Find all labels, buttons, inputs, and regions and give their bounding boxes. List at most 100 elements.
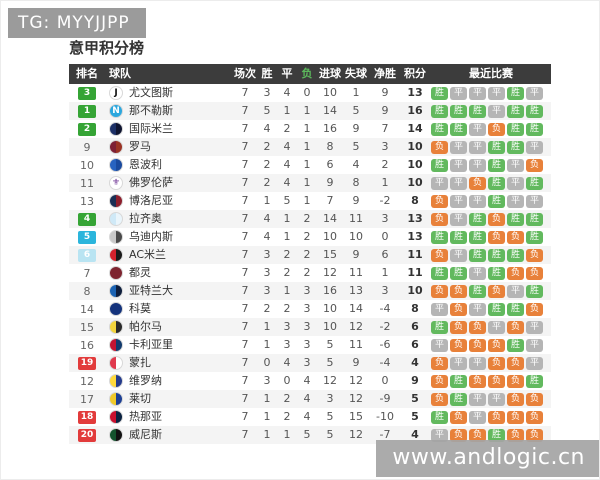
result-badge-draw: 平: [469, 86, 486, 100]
stat-goals-for: 16: [323, 284, 337, 297]
stat-goals-against: 12: [349, 374, 363, 387]
stat-goal-diff: -10: [376, 410, 394, 423]
recent-results: 胜负平负负负: [429, 410, 551, 424]
stat-played: 7: [241, 410, 249, 423]
result-badge-loss: 负: [469, 428, 486, 442]
stat-losses: 3: [303, 356, 311, 369]
stat-points: 4: [411, 356, 419, 369]
result-badge-draw: 平: [450, 212, 467, 226]
stat-draws: 3: [283, 338, 291, 351]
rank-badge: 17: [80, 392, 94, 406]
result-badge-win: 胜: [488, 428, 505, 442]
result-badge-loss: 负: [507, 374, 524, 388]
stat-draws: 2: [283, 122, 291, 135]
team-cell: AC米兰: [105, 246, 233, 264]
table-row: 15 帕尔马 7 1 3 3 10 12 -2 6 胜负负平负平: [69, 318, 551, 336]
result-badge-loss: 负: [507, 410, 524, 424]
stat-goals-against: 12: [349, 320, 363, 333]
table-row: 13 博洛尼亚 7 1 5 1 7 9 -2 8 负平平胜平平: [69, 192, 551, 210]
result-badge-win: 胜: [488, 266, 505, 280]
team-cell: 都灵: [105, 264, 233, 282]
stat-draws: 1: [283, 212, 291, 225]
stat-points: 13: [407, 212, 423, 225]
team-logo-icon: [109, 302, 123, 316]
result-badge-loss: 负: [450, 428, 467, 442]
team-logo-icon: [109, 374, 123, 388]
result-badge-loss: 负: [431, 248, 448, 262]
col-goals-against: 失球: [345, 67, 367, 80]
table-row: 6 AC米兰 7 3 2 2 15 9 6 11 负平胜胜胜负: [69, 246, 551, 264]
result-badge-loss: 负: [507, 320, 524, 334]
result-badge-loss: 负: [526, 392, 543, 406]
rank-badge: 6: [78, 248, 96, 262]
result-badge-draw: 平: [526, 320, 543, 334]
recent-results: 负平胜胜胜负: [429, 248, 551, 262]
result-badge-win: 胜: [469, 230, 486, 244]
col-loss: 负: [301, 67, 313, 80]
team-name: 尤文图斯: [129, 86, 173, 99]
result-badge-win: 胜: [431, 86, 448, 100]
stat-goals-for: 10: [323, 302, 337, 315]
stat-goals-for: 3: [326, 392, 334, 405]
stat-goals-against: 11: [349, 266, 363, 279]
result-badge-loss: 负: [488, 230, 505, 244]
rank-badge: 13: [80, 194, 94, 208]
recent-results: 负平胜负胜胜: [429, 212, 551, 226]
result-badge-win: 胜: [469, 104, 486, 118]
stat-losses: 0: [303, 86, 311, 99]
result-badge-draw: 平: [450, 356, 467, 370]
result-badge-loss: 负: [431, 212, 448, 226]
result-badge-draw: 平: [450, 158, 467, 172]
team-logo-icon: [109, 428, 123, 442]
result-badge-loss: 负: [526, 410, 543, 424]
stat-played: 7: [241, 356, 249, 369]
team-logo-icon: ⚜: [109, 176, 123, 190]
table-row: 5 乌迪内斯 7 4 1 2 10 10 0 13 胜胜胜负负胜: [69, 228, 551, 246]
rank-cell: 1: [69, 102, 105, 120]
stat-goals-for: 5: [326, 428, 334, 441]
stat-goal-diff: -7: [379, 428, 391, 441]
stat-goals-for: 5: [326, 410, 334, 423]
team-logo-icon: [109, 248, 123, 262]
stat-goal-diff: 9: [381, 104, 389, 117]
recent-results: 负胜负负负胜: [429, 374, 551, 388]
stat-draws: 2: [283, 248, 291, 261]
table-row: 11 ⚜ 佛罗伦萨 7 2 4 1 9 8 1 10 平平负胜平胜: [69, 174, 551, 192]
stat-wins: 1: [263, 410, 271, 423]
stat-draws: 4: [283, 86, 291, 99]
recent-results: 负胜平平负负: [429, 392, 551, 406]
stat-goal-diff: -6: [379, 338, 391, 351]
stat-played: 7: [241, 212, 249, 225]
team-cell: 帕尔马: [105, 318, 233, 336]
team-name: 罗马: [129, 140, 151, 153]
team-cell: ⚜ 佛罗伦萨: [105, 174, 233, 192]
result-badge-loss: 负: [488, 356, 505, 370]
stat-played: 7: [241, 176, 249, 189]
result-badge-loss: 负: [488, 374, 505, 388]
stat-goal-diff: -2: [379, 194, 391, 207]
result-badge-draw: 平: [469, 122, 486, 136]
stat-wins: 0: [263, 356, 271, 369]
table-row: 8 亚特兰大 7 3 1 3 16 13 3 10 负负胜负平胜: [69, 282, 551, 300]
team-name: 佛罗伦萨: [129, 176, 173, 189]
result-badge-loss: 负: [526, 302, 543, 316]
team-name: 亚特兰大: [129, 284, 173, 297]
table-row: 3 J 尤文图斯 7 3 4 0 10 1 9 13 胜平平平胜平: [69, 84, 551, 102]
stat-losses: 3: [303, 284, 311, 297]
stat-draws: 2: [283, 266, 291, 279]
team-cell: 莱切: [105, 390, 233, 408]
result-badge-draw: 平: [450, 248, 467, 262]
stat-draws: 4: [283, 158, 291, 171]
stat-draws: 2: [283, 392, 291, 405]
rank-badge: 11: [80, 176, 94, 190]
result-badge-loss: 负: [488, 410, 505, 424]
rank-cell: 20: [69, 426, 105, 444]
result-badge-loss: 负: [507, 356, 524, 370]
stat-points: 13: [407, 86, 423, 99]
rank-cell: 3: [69, 84, 105, 102]
recent-results: 胜负负平负平: [429, 320, 551, 334]
result-badge-draw: 平: [450, 194, 467, 208]
table-row: 9 罗马 7 2 4 1 8 5 3 10 负平平胜胜平: [69, 138, 551, 156]
stat-goals-against: 9: [352, 356, 360, 369]
